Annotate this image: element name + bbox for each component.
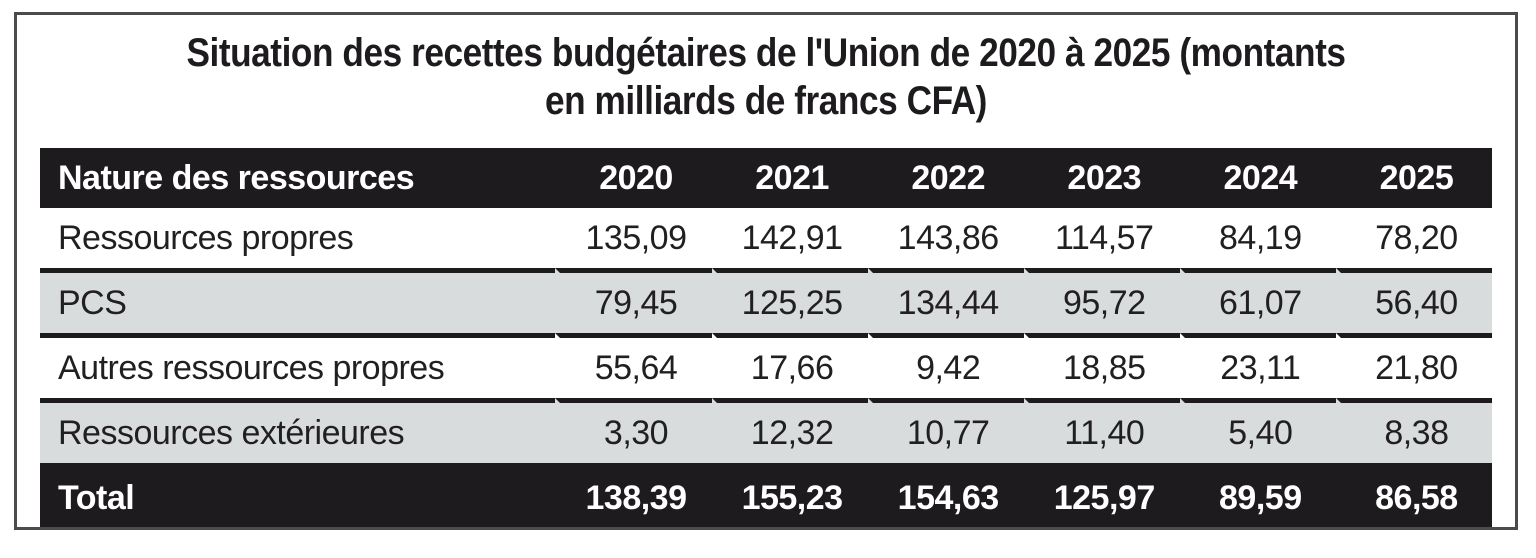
header-cell-2021: 2021 xyxy=(711,148,868,208)
row-label: PCS xyxy=(40,268,556,333)
cell-value: 125,97 xyxy=(1023,463,1180,527)
title-line-1: Situation des recettes budgétaires de l'… xyxy=(186,31,1346,75)
header-cell-2023: 2023 xyxy=(1023,148,1180,208)
cell-value: 23,11 xyxy=(1179,333,1336,398)
header-row: Nature des ressources 2020 2021 2022 202… xyxy=(40,148,1492,208)
table-row-ressources-exterieures: Ressources extérieures 3,30 12,32 10,77 … xyxy=(40,398,1492,463)
header-cell-2024: 2024 xyxy=(1179,148,1336,208)
cell-value: 142,91 xyxy=(711,208,868,268)
table-row-pcs: PCS 79,45 125,25 134,44 95,72 61,07 56,4… xyxy=(40,268,1492,333)
row-label: Autres ressources propres xyxy=(40,333,556,398)
row-label: Ressources propres xyxy=(40,208,556,268)
cell-value: 155,23 xyxy=(711,463,868,527)
budget-table-container: Nature des ressources 2020 2021 2022 202… xyxy=(40,148,1492,527)
cell-value: 95,72 xyxy=(1023,268,1180,333)
table-row-autres-ressources: Autres ressources propres 55,64 17,66 9,… xyxy=(40,333,1492,398)
table-card: Situation des recettes budgétaires de l'… xyxy=(14,12,1518,530)
cell-value: 21,80 xyxy=(1335,333,1492,398)
row-label: Total xyxy=(40,463,556,527)
cell-value: 154,63 xyxy=(867,463,1024,527)
cell-value: 78,20 xyxy=(1335,208,1492,268)
cell-value: 86,58 xyxy=(1335,463,1492,527)
cell-value: 3,30 xyxy=(555,398,712,463)
table-row-total: Total 138,39 155,23 154,63 125,97 89,59 … xyxy=(40,463,1492,527)
cell-value: 11,40 xyxy=(1023,398,1180,463)
cell-value: 114,57 xyxy=(1023,208,1180,268)
cell-value: 12,32 xyxy=(711,398,868,463)
header-cell-nature: Nature des ressources xyxy=(40,148,556,208)
cell-value: 17,66 xyxy=(711,333,868,398)
header-cell-2025: 2025 xyxy=(1335,148,1492,208)
cell-value: 10,77 xyxy=(867,398,1024,463)
budget-table: Nature des ressources 2020 2021 2022 202… xyxy=(40,148,1492,527)
cell-value: 8,38 xyxy=(1335,398,1492,463)
cell-value: 55,64 xyxy=(555,333,712,398)
table-row-ressources-propres: Ressources propres 135,09 142,91 143,86 … xyxy=(40,208,1492,268)
cell-value: 89,59 xyxy=(1179,463,1336,527)
cell-value: 56,40 xyxy=(1335,268,1492,333)
cell-value: 79,45 xyxy=(555,268,712,333)
header-cell-2020: 2020 xyxy=(555,148,712,208)
title-line-2: en milliards de francs CFA) xyxy=(545,79,987,123)
cell-value: 134,44 xyxy=(867,268,1024,333)
cell-value: 18,85 xyxy=(1023,333,1180,398)
cell-value: 138,39 xyxy=(555,463,712,527)
cell-value: 125,25 xyxy=(711,268,868,333)
cell-value: 135,09 xyxy=(555,208,712,268)
cell-value: 84,19 xyxy=(1179,208,1336,268)
cell-value: 143,86 xyxy=(867,208,1024,268)
table-title: Situation des recettes budgétaires de l'… xyxy=(17,29,1515,125)
cell-value: 5,40 xyxy=(1179,398,1336,463)
row-label: Ressources extérieures xyxy=(40,398,556,463)
header-cell-2022: 2022 xyxy=(867,148,1024,208)
cell-value: 61,07 xyxy=(1179,268,1336,333)
cell-value: 9,42 xyxy=(867,333,1024,398)
